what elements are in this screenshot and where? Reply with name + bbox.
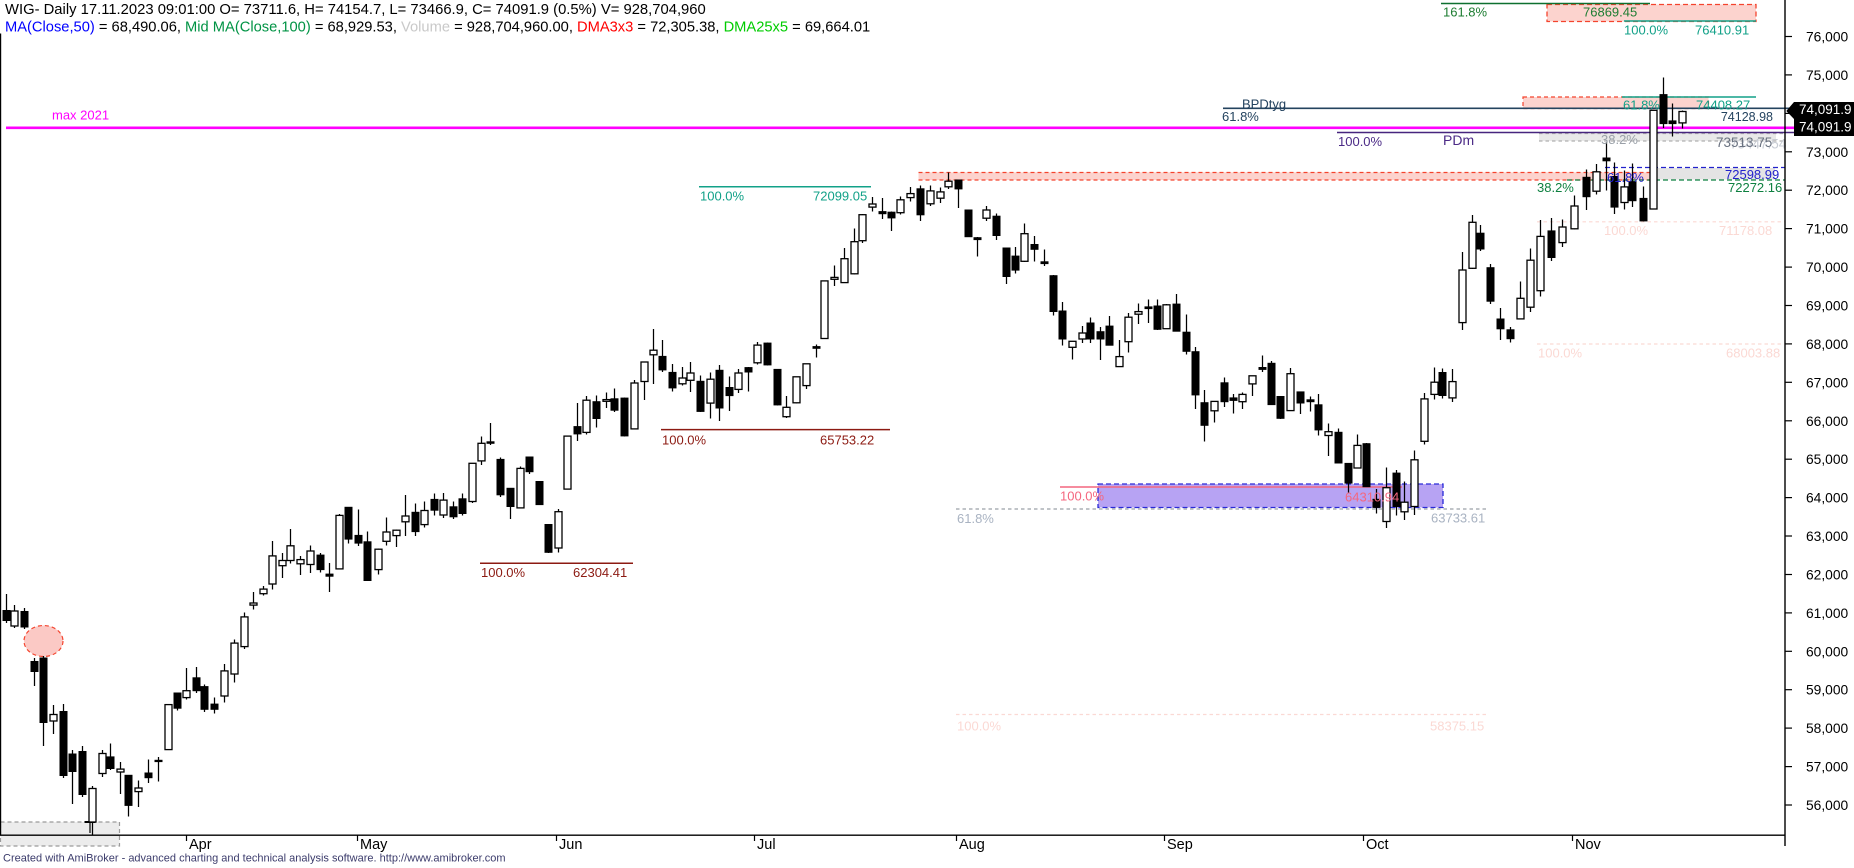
svg-text:64,000: 64,000 [1806,491,1849,506]
svg-text:100.0%: 100.0% [1060,489,1105,504]
svg-text:max 2021: max 2021 [52,108,109,123]
svg-text:61,000: 61,000 [1806,606,1849,621]
svg-text:100.0%: 100.0% [662,433,707,448]
svg-text:64310.94: 64310.94 [1345,490,1399,505]
svg-text:62,000: 62,000 [1806,568,1849,583]
svg-text:62304.41: 62304.41 [573,565,627,580]
svg-text:73447.54: 73447.54 [1730,137,1787,152]
svg-text:Jul: Jul [757,837,776,853]
svg-text:72099.05: 72099.05 [813,189,867,204]
svg-text:Oct: Oct [1366,837,1389,853]
svg-text:100.0%: 100.0% [1624,23,1669,38]
svg-text:76869.45: 76869.45 [1583,5,1637,20]
svg-text:63,000: 63,000 [1806,529,1849,544]
svg-text:75,000: 75,000 [1806,68,1849,83]
svg-text:68,000: 68,000 [1806,337,1849,352]
svg-text:BPDtyg: BPDtyg [1242,97,1286,112]
svg-text:Apr: Apr [189,837,212,853]
svg-text:Nov: Nov [1575,837,1602,853]
svg-text:74128.98: 74128.98 [1721,110,1773,124]
svg-text:Aug: Aug [959,837,985,853]
svg-text:76410.91: 76410.91 [1695,23,1749,38]
svg-text:May: May [360,837,388,853]
svg-text:66,000: 66,000 [1806,414,1849,429]
svg-text:69,000: 69,000 [1806,299,1849,314]
svg-text:63733.61: 63733.61 [1431,511,1485,526]
svg-text:73,000: 73,000 [1806,145,1849,160]
svg-text:65,000: 65,000 [1806,452,1849,467]
svg-text:61.8%: 61.8% [957,511,994,526]
svg-text:71,000: 71,000 [1806,222,1849,237]
svg-text:73513.75: 73513.75 [1716,135,1772,150]
svg-text:60,000: 60,000 [1806,644,1849,659]
svg-text:100.0%: 100.0% [1338,134,1383,149]
svg-text:59,000: 59,000 [1806,683,1849,698]
svg-text:72272.16: 72272.16 [1728,180,1782,195]
svg-text:58,000: 58,000 [1806,721,1849,736]
svg-text:100.0%: 100.0% [957,719,1002,734]
svg-text:Created with AmiBroker - advan: Created with AmiBroker - advanced charti… [3,853,506,865]
svg-text:Jun: Jun [559,837,582,853]
svg-text:38.2%: 38.2% [1601,132,1638,147]
svg-text:100.0%: 100.0% [481,565,526,580]
svg-text:61.8%: 61.8% [1607,170,1644,185]
svg-text:61.8%: 61.8% [1222,109,1259,124]
svg-text:74,091.9: 74,091.9 [1799,102,1852,117]
svg-text:56,000: 56,000 [1806,798,1849,813]
svg-text:71178.08: 71178.08 [1719,223,1772,238]
svg-text:57,000: 57,000 [1806,760,1849,775]
svg-text:MA(Close,50) = 68,490.06, Mid: MA(Close,50) = 68,490.06, Mid MA(Close,1… [5,20,870,36]
svg-text:65753.22: 65753.22 [820,433,874,448]
svg-text:100.0%: 100.0% [1604,223,1649,238]
svg-text:Sep: Sep [1167,837,1193,853]
svg-text:WIG- Daily 17.11.2023 09:01:00: WIG- Daily 17.11.2023 09:01:00 O= 73711.… [5,2,706,18]
svg-text:67,000: 67,000 [1806,375,1849,390]
svg-text:100.0%: 100.0% [700,189,745,204]
svg-text:70,000: 70,000 [1806,260,1849,275]
svg-text:72598.99: 72598.99 [1725,167,1779,182]
svg-text:76,000: 76,000 [1806,30,1849,45]
svg-text:38.2%: 38.2% [1537,180,1574,195]
svg-text:61.8%: 61.8% [1623,98,1660,113]
svg-text:100.0%: 100.0% [1538,346,1583,361]
svg-text:161.8%: 161.8% [1443,5,1488,20]
svg-text:74408.27: 74408.27 [1696,98,1750,113]
svg-text:58375.15: 58375.15 [1430,719,1484,734]
svg-text:72,000: 72,000 [1806,183,1849,198]
svg-text:PDm: PDm [1443,132,1474,148]
svg-text:74,091.9: 74,091.9 [1799,119,1852,134]
svg-text:68003.88: 68003.88 [1726,346,1780,361]
